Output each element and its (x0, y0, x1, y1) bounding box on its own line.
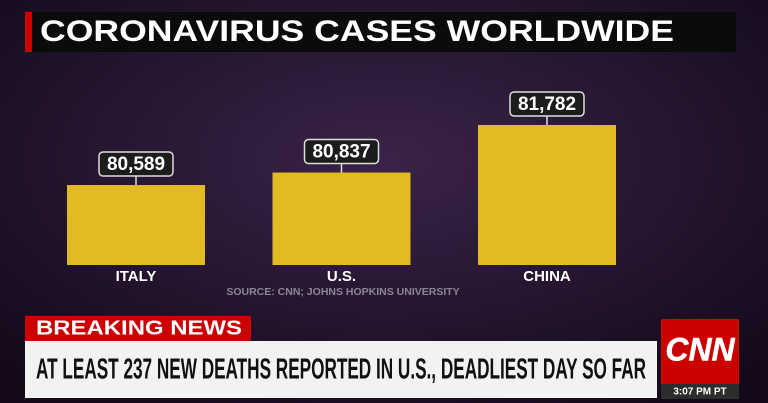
value-label-box (98, 151, 174, 177)
bar (272, 172, 411, 265)
bar (67, 185, 205, 265)
value-label: 80,589 (107, 154, 165, 175)
logo: CNN (665, 331, 735, 367)
value-label-box (509, 91, 585, 117)
breaking-band (25, 316, 251, 341)
value-label: 80,837 (312, 142, 370, 163)
x-tick-label: ITALY (116, 268, 157, 285)
logo-box (661, 319, 739, 384)
x-tick-label: CHINA (523, 268, 571, 285)
source-note: SOURCE: CNN; JOHNS HOPKINS UNIVERSITY (226, 286, 459, 298)
bar (478, 124, 616, 266)
chart-title: CORONAVIRUS CASES WORLDWIDE (40, 15, 674, 48)
breaking-label: BREAKING NEWS (36, 317, 242, 339)
title-accent (25, 12, 32, 52)
x-tick-label: U.S. (327, 268, 356, 285)
value-label: 81,782 (518, 94, 576, 115)
title-band (32, 12, 736, 52)
headline: AT LEAST 237 NEW DEATHS REPORTED IN U.S.… (36, 354, 646, 386)
time-box (661, 384, 739, 399)
value-label-box (303, 138, 380, 165)
time: 3:07 PM PT (673, 387, 726, 398)
headline-band (25, 341, 657, 398)
